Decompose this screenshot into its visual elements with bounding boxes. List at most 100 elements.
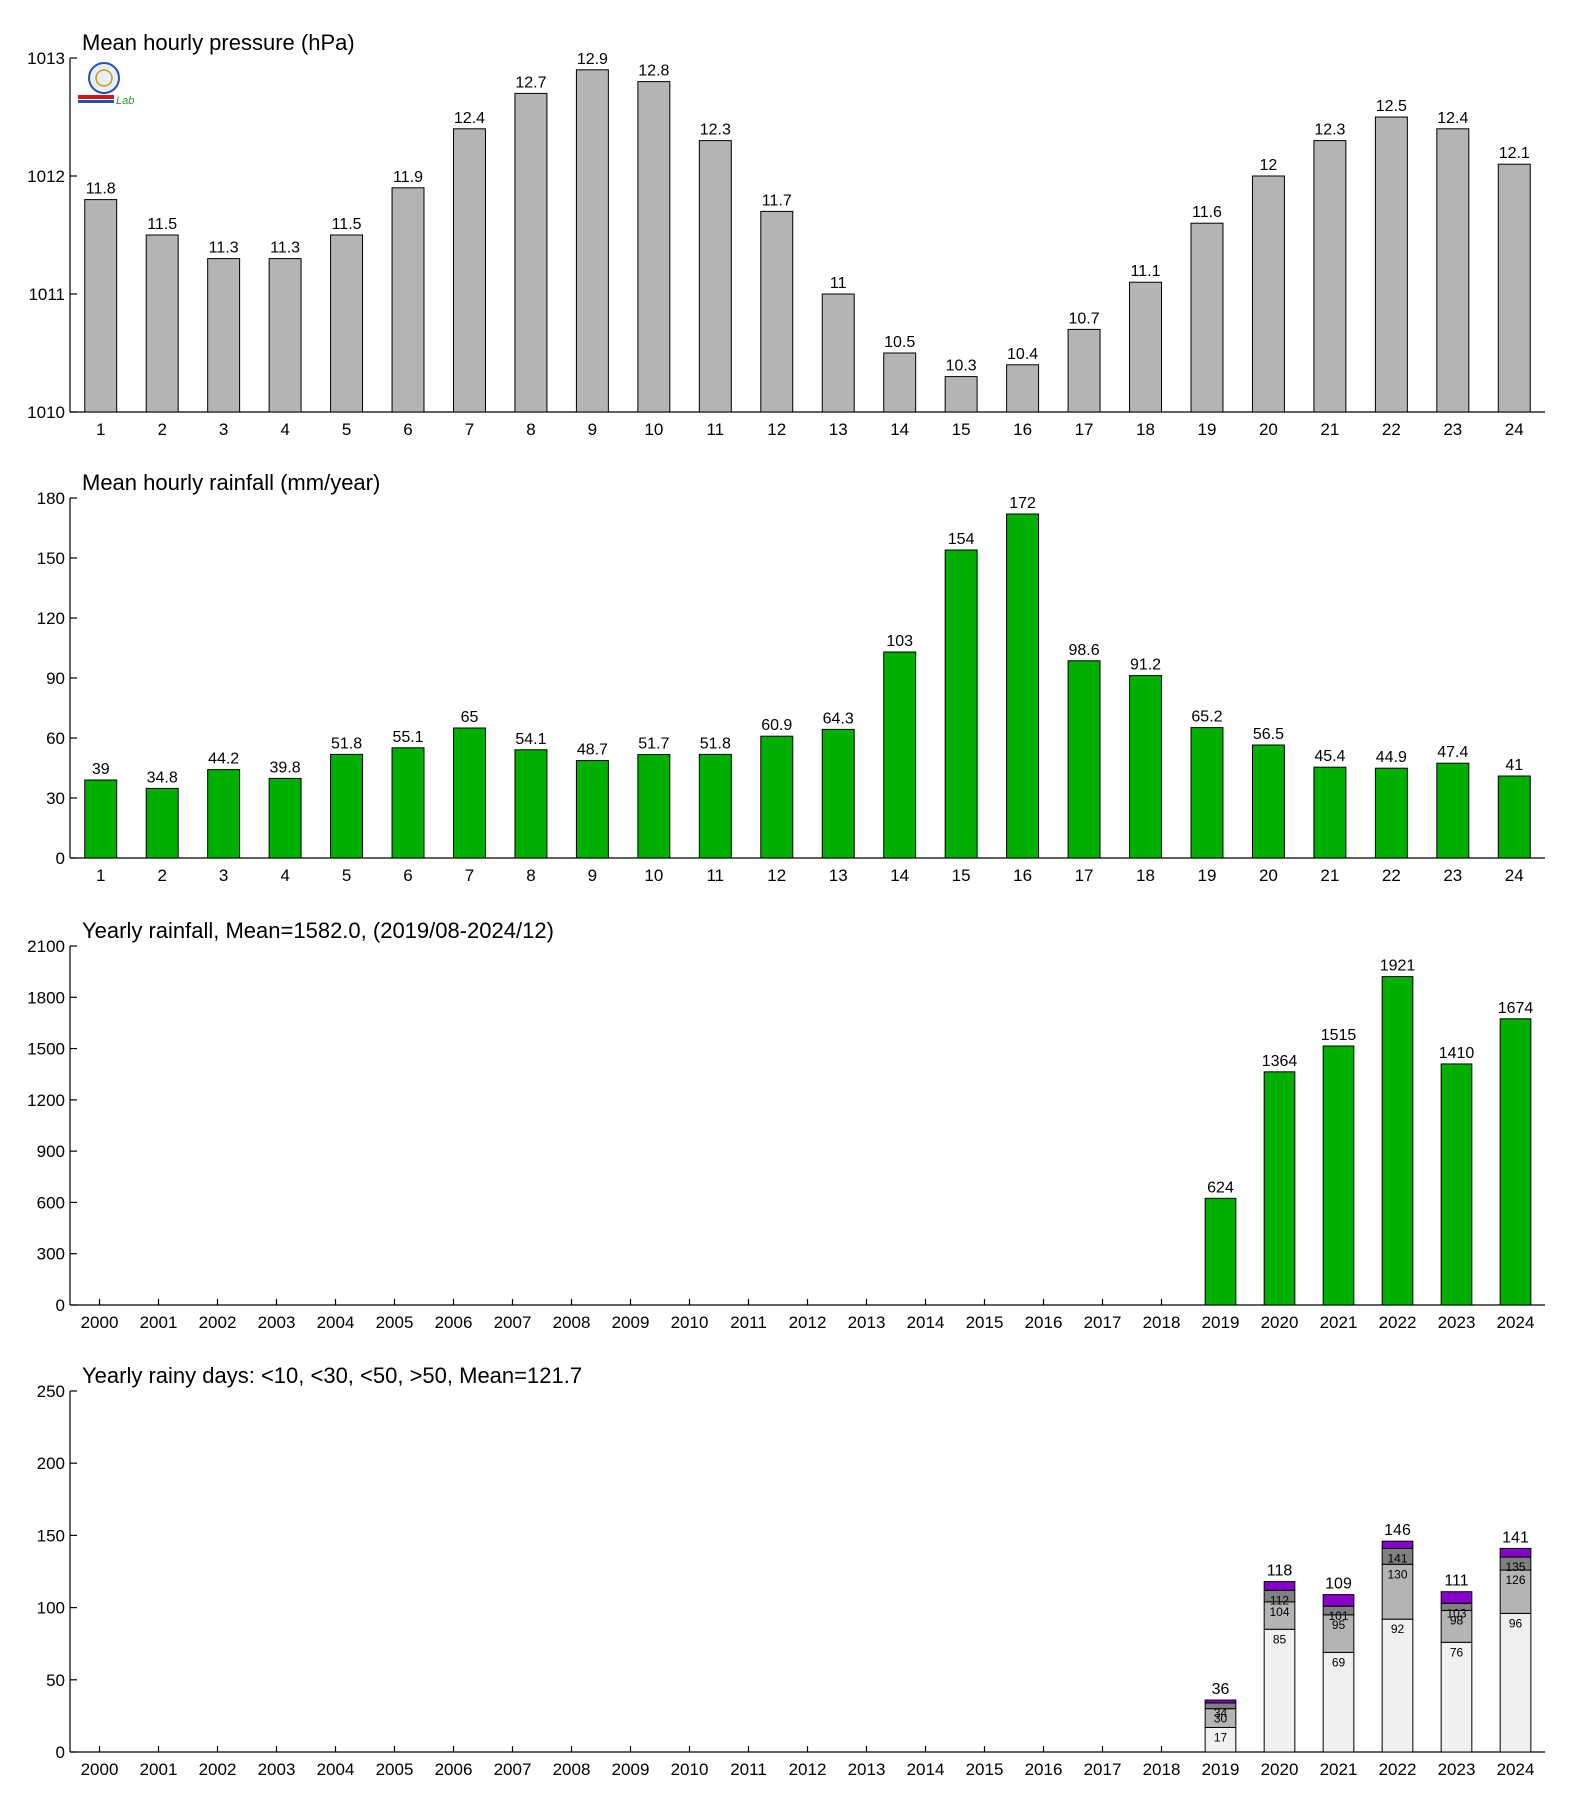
chart-title: Mean hourly rainfall (mm/year)	[82, 470, 380, 495]
x-tick-label: 2009	[612, 1313, 650, 1332]
data-label: 12.1	[1499, 145, 1530, 162]
x-tick-label: 2008	[553, 1313, 591, 1332]
x-tick-label: 11	[706, 420, 724, 439]
bar-4	[268, 258, 302, 413]
bar-21	[1313, 766, 1347, 859]
bar-16	[1006, 364, 1040, 413]
x-tick-label: 16	[1013, 866, 1032, 885]
data-label: 45.4	[1314, 748, 1345, 765]
bar-19	[1190, 727, 1224, 859]
x-tick-label: 2	[157, 866, 166, 885]
x-tick-label: 12	[767, 866, 786, 885]
data-label: 10.5	[884, 334, 915, 351]
data-label: 172	[1009, 495, 1036, 512]
logo-text: Lab	[116, 95, 134, 107]
bar-18	[1129, 281, 1162, 413]
y-tick-label: 150	[37, 1526, 65, 1545]
y-tick-label: 1200	[27, 1091, 65, 1110]
x-tick-label: 2005	[376, 1313, 414, 1332]
y-tick-label: 50	[46, 1671, 65, 1690]
x-tick-label: 2004	[317, 1313, 355, 1332]
x-tick-label: 17	[1075, 420, 1094, 439]
data-label: 1515	[1321, 1027, 1357, 1044]
x-tick-label: 2004	[317, 1760, 355, 1779]
data-label: 54.1	[515, 731, 546, 748]
x-tick-label: 21	[1320, 866, 1339, 885]
x-tick-label: 2024	[1497, 1313, 1535, 1332]
data-label: 12.8	[638, 63, 669, 80]
stack-segment-2024-4	[1499, 1547, 1532, 1558]
bar-17	[1067, 660, 1101, 859]
chart-panel-3: 0 300 600 900 1200 1500 1800 2100 Yearly rainfal…	[27, 918, 1545, 1332]
segment-label: 101	[1328, 1609, 1348, 1623]
x-tick-label: 2012	[789, 1760, 827, 1779]
x-tick-label: 24	[1505, 866, 1524, 885]
bar-19	[1190, 222, 1224, 413]
x-tick-label: 2019	[1202, 1313, 1240, 1332]
bar-8	[514, 92, 548, 413]
bar-7	[453, 128, 486, 413]
x-tick-label: 11	[706, 866, 724, 885]
data-label: 12.4	[454, 110, 485, 127]
data-label: 1674	[1498, 1000, 1534, 1017]
bar-5	[330, 234, 364, 413]
x-tick-label: 22	[1382, 866, 1401, 885]
segment-label: 92	[1391, 1622, 1405, 1636]
bar-15	[944, 549, 978, 859]
x-tick-label: 18	[1136, 866, 1155, 885]
x-tick-label: 2	[157, 420, 166, 439]
bar-2020	[1263, 1071, 1296, 1306]
x-tick-label: 3	[219, 420, 228, 439]
bar-9	[575, 69, 609, 413]
segment-label: 34	[1214, 1706, 1228, 1720]
y-tick-label: 1010	[27, 403, 65, 422]
x-tick-label: 13	[829, 420, 848, 439]
x-tick-label: 2013	[848, 1313, 886, 1332]
x-tick-label: 2017	[1084, 1760, 1122, 1779]
data-label: 48.7	[577, 742, 608, 759]
total-label: 109	[1325, 1576, 1352, 1593]
y-tick-label: 250	[37, 1382, 65, 1401]
y-tick-label: 0	[56, 849, 65, 868]
data-label: 44.2	[208, 751, 239, 768]
stack-segment-2020-1	[1263, 1628, 1296, 1753]
data-label: 12	[1260, 157, 1278, 174]
data-label: 55.1	[392, 729, 423, 746]
stack-segment-2019-1	[1204, 1726, 1237, 1753]
x-tick-label: 20	[1259, 420, 1278, 439]
data-label: 44.9	[1376, 749, 1407, 766]
x-tick-label: 10	[644, 866, 663, 885]
x-tick-label: 2019	[1202, 1760, 1240, 1779]
data-label: 64.3	[823, 710, 854, 727]
segment-label: 30	[1214, 1712, 1228, 1726]
y-tick-label: 300	[37, 1245, 65, 1264]
y-tick-label: 200	[37, 1454, 65, 1473]
segment-label: 126	[1505, 1573, 1525, 1587]
bar-8	[514, 749, 548, 859]
x-tick-label: 2020	[1261, 1760, 1299, 1779]
y-tick-label: 1012	[27, 167, 65, 186]
data-label: 51.8	[331, 735, 362, 752]
bar-16	[1006, 513, 1040, 859]
x-tick-label: 2005	[376, 1760, 414, 1779]
x-tick-label: 4	[280, 866, 289, 885]
bar-23	[1436, 762, 1470, 859]
y-tick-label: 0	[56, 1296, 65, 1315]
x-tick-label: 2022	[1379, 1313, 1417, 1332]
bar-4	[268, 777, 302, 859]
stack-segment-2021-2	[1322, 1614, 1355, 1653]
bar-23	[1436, 128, 1470, 413]
total-label: 118	[1267, 1563, 1293, 1580]
bar-15	[944, 376, 978, 413]
data-label: 12.9	[577, 51, 608, 68]
stack-segment-2020-4	[1263, 1581, 1296, 1591]
x-tick-label: 2000	[81, 1760, 119, 1779]
bar-12	[760, 735, 794, 859]
stack-segment-2023-2	[1440, 1609, 1473, 1643]
x-tick-label: 2015	[966, 1313, 1004, 1332]
y-tick-label: 1500	[27, 1040, 65, 1059]
x-tick-label: 2009	[612, 1760, 650, 1779]
x-tick-label: 7	[465, 420, 474, 439]
data-label: 39.8	[270, 759, 301, 776]
